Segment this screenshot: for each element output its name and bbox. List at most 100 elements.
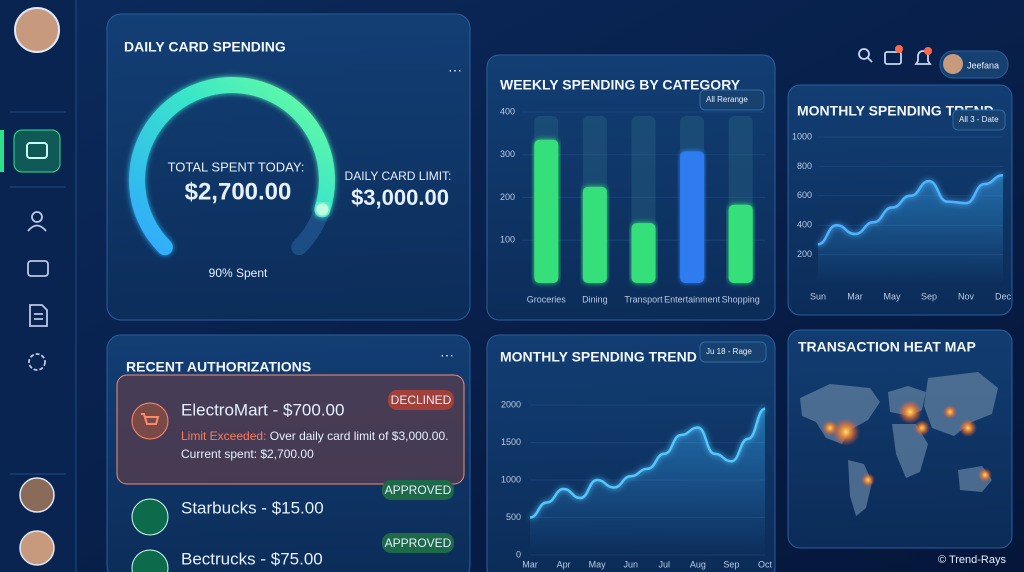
panel-title: TRANSACTION HEAT MAP (798, 339, 976, 355)
status-pill (382, 533, 454, 553)
limit-value: $3,000.00 (351, 185, 449, 210)
sidebar (0, 0, 77, 572)
gauge-knob (316, 203, 329, 216)
nav-users[interactable] (27, 211, 47, 232)
nav-cards[interactable] (27, 260, 49, 277)
status: APPROVED (385, 536, 452, 550)
panel-title: DAILY CARD SPENDING (124, 39, 286, 55)
nav-documents[interactable] (29, 304, 48, 327)
limit-label: DAILY CARD LIMIT: (345, 169, 452, 183)
x-tick-label: Sep (921, 291, 937, 301)
wallet-icon (26, 142, 48, 159)
user-name: Jeefana (967, 60, 999, 70)
merchant: Starbucks - $15.00 (181, 498, 324, 517)
status: APPROVED (385, 483, 452, 497)
nav-wallet-active[interactable] (13, 129, 61, 173)
x-tick-label: Mar (847, 291, 863, 301)
declined-item[interactable] (116, 374, 465, 485)
x-tick-label: May (883, 291, 901, 301)
gauge-fill (129, 77, 335, 256)
filter-label: All 3 - Date (959, 115, 999, 124)
reason: Limit Exceeded: Over daily card limit of… (181, 429, 449, 443)
x-tick-label: Dining (582, 294, 608, 304)
y-tick-label: 500 (506, 512, 521, 522)
y-tick-label: 800 (797, 161, 812, 171)
merchant-icon (131, 549, 169, 572)
watermark: © Trend-Rays (938, 554, 1007, 566)
x-tick-label: Jul (659, 559, 671, 569)
x-tick-label: Apr (557, 559, 571, 569)
panels (106, 13, 1013, 572)
x-tick-label: Jun (623, 559, 638, 569)
x-tick-label: Dec (995, 291, 1012, 301)
sidebar-bg (0, 0, 76, 572)
more-menu[interactable]: ··· (448, 62, 462, 78)
x-tick-label: Nov (958, 291, 975, 301)
line (817, 173, 1004, 246)
x-tick-label: Oct (758, 559, 773, 569)
status-pill (388, 390, 454, 410)
chart-title: MONTHLY SPENDING TREND (797, 103, 994, 119)
x-tick-label: Groceries (527, 294, 567, 304)
bell-icon[interactable] (914, 50, 932, 65)
search-icon[interactable] (858, 48, 873, 63)
x-tick-label: Sun (810, 291, 826, 301)
total-value: $2,700.00 (185, 178, 292, 205)
reason-text: Over daily card limit of $3,000.00. (270, 429, 449, 443)
y-tick-label: 1000 (792, 131, 812, 141)
chart-title: MONTHLY SPENDING TREND (500, 349, 697, 365)
status-pill (382, 480, 454, 500)
x-tick-label: Mar (522, 559, 538, 569)
avatar[interactable] (19, 477, 55, 513)
mail-icon[interactable] (884, 51, 902, 65)
heat-map: TRANSACTION HEAT MAP (798, 339, 998, 516)
gauge-label: 90% Spent (209, 266, 268, 280)
merchant: Bectrucks - $75.00 (181, 549, 323, 568)
y-tick-label: 200 (500, 192, 515, 202)
more-menu[interactable]: ··· (440, 347, 454, 363)
line (529, 407, 766, 519)
authorizations: RECENT AUTHORIZATIONS ··· ElectroMart - … (116, 347, 465, 572)
badge (924, 47, 932, 55)
chart-title: WEEKLY SPENDING BY CATEGORY (500, 77, 741, 93)
x-tick-label: Entertainment (664, 294, 721, 304)
avatar[interactable] (19, 530, 55, 566)
filter-dropdown[interactable] (699, 89, 765, 111)
user-avatar (943, 54, 963, 74)
merchant: ElectroMart - $700.00 (181, 400, 344, 419)
filter-label: All Rerange (706, 95, 748, 104)
merchant-icon (131, 402, 169, 440)
filter-dropdown[interactable] (699, 341, 767, 363)
hot-spots (822, 400, 992, 487)
reason-label: Limit Exceeded: (181, 429, 266, 443)
header: Jeefana (858, 45, 1009, 79)
x-tick-label: Transport (624, 294, 663, 304)
nav-settings[interactable] (28, 353, 46, 371)
bar (680, 151, 705, 283)
x-tick-label: May (589, 559, 607, 569)
bar (728, 204, 753, 283)
status: DECLINED (391, 393, 452, 407)
y-tick-label: 400 (500, 106, 515, 116)
nav-indicator (0, 130, 4, 172)
total-label: TOTAL SPENT TODAY: (168, 159, 305, 174)
y-tick-label: 0 (516, 549, 521, 559)
x-tick-label: Shopping (722, 294, 760, 304)
bar (582, 186, 607, 283)
filter-dropdown[interactable] (952, 109, 1006, 131)
bar (534, 139, 559, 283)
line-area (530, 408, 765, 555)
avatar[interactable] (14, 7, 60, 53)
detail: Current spent: $2,700.00 (181, 447, 314, 461)
panel-title: RECENT AUTHORIZATIONS (126, 359, 311, 375)
x-tick-label: Sep (723, 559, 739, 569)
y-tick-label: 1000 (501, 474, 521, 484)
y-tick-label: 400 (797, 220, 812, 230)
y-tick-label: 2000 (501, 399, 521, 409)
y-tick-label: 1500 (501, 437, 521, 447)
y-tick-label: 600 (797, 190, 812, 200)
y-tick-label: 200 (797, 249, 812, 259)
cart-icon (141, 413, 160, 425)
